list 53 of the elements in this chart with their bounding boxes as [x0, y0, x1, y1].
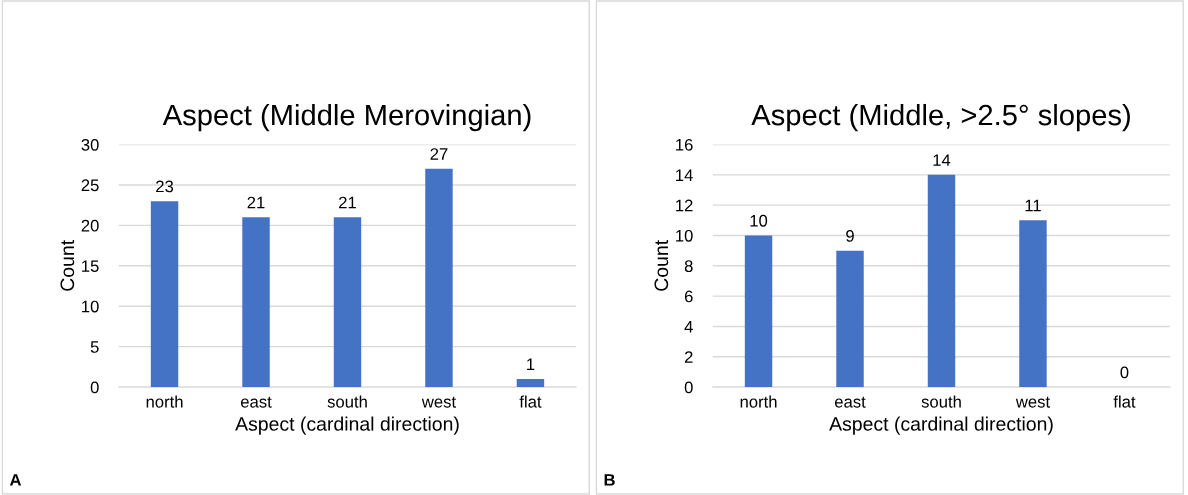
text: B [604, 474, 615, 486]
data-label: 23 [156, 180, 174, 193]
bar [836, 250, 864, 388]
x-tick-label: flat [1113, 395, 1136, 408]
data-label: 10 [750, 214, 768, 227]
bar [516, 379, 545, 388]
x-axis-title: Aspect (cardinal direction) [829, 416, 1053, 435]
x-axis-title: Aspect (cardinal direction) [235, 416, 459, 435]
bar [242, 217, 270, 388]
x-tick-label: south [921, 395, 961, 408]
chart-title: Aspect (Middle, >2.5° slopes) [751, 103, 1130, 132]
bar [333, 217, 362, 388]
bar [1019, 220, 1047, 388]
chart-title: Aspect (Middle Merovingian) [162, 103, 531, 132]
y-tick-label: 10 [676, 229, 693, 242]
data-label: 0 [1120, 366, 1129, 379]
y-tick-label: 0 [90, 381, 99, 394]
y-tick-label: 20 [81, 219, 99, 232]
y-tick-label: 5 [90, 341, 99, 353]
data-label: 21 [339, 196, 356, 209]
y-axis-title: Count [60, 240, 75, 291]
bar [425, 168, 453, 388]
y-tick-label: 16 [676, 138, 693, 151]
y-tick-label: 2 [684, 351, 693, 363]
x-tick-label: east [834, 396, 866, 408]
data-label: 9 [846, 230, 854, 242]
y-tick-label: 15 [82, 260, 99, 273]
y-tick-label: 10 [82, 300, 99, 313]
y-tick-label: 30 [81, 138, 99, 151]
bar [927, 174, 956, 388]
data-label: 11 [1025, 199, 1041, 212]
data-label: 14 [933, 154, 951, 166]
data-label: 21 [247, 196, 265, 209]
y-tick-label: 14 [676, 169, 693, 181]
x-tick-label: west [421, 396, 456, 408]
text: A [9, 474, 22, 486]
bar [744, 235, 773, 388]
y-tick-label: 0 [684, 381, 693, 394]
bar [150, 201, 179, 388]
x-tick-label: flat [519, 395, 542, 408]
x-tick-label: north [740, 395, 777, 408]
y-tick-label: 6 [684, 290, 693, 303]
data-label: 1 [527, 358, 535, 370]
y-tick-label: 12 [676, 199, 693, 212]
y-tick-label: 8 [684, 260, 693, 273]
x-tick-label: north [146, 395, 183, 408]
x-tick-label: west [1015, 396, 1050, 408]
x-tick-label: east [240, 396, 272, 408]
y-axis-title: Count [654, 240, 669, 291]
y-tick-label: 25 [81, 179, 99, 192]
x-tick-label: south [327, 395, 367, 408]
data-label: 27 [430, 148, 448, 160]
y-tick-label: 4 [684, 321, 693, 333]
